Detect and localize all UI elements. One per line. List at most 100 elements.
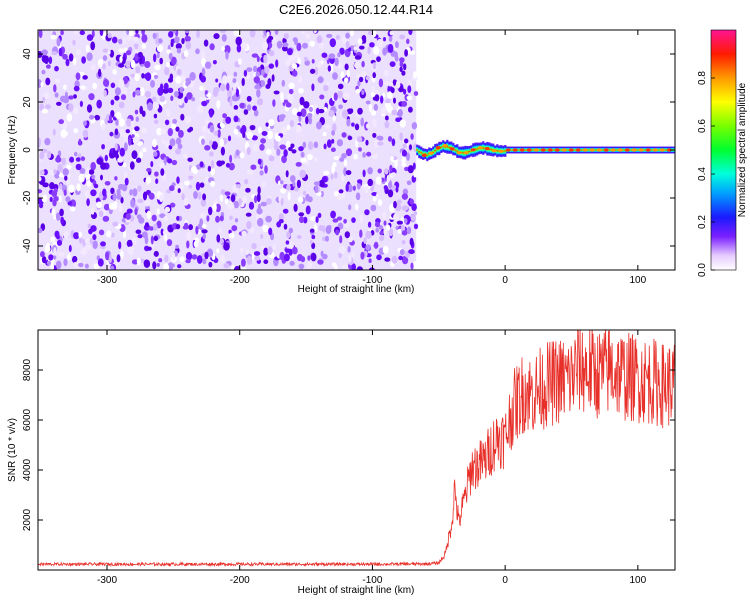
noise-blob	[78, 262, 84, 268]
noise-blob	[97, 58, 104, 68]
noise-blob	[333, 191, 339, 197]
noise-blob	[233, 200, 240, 209]
noise-blob	[221, 34, 227, 42]
noise-blob	[213, 33, 220, 40]
noise-blob	[186, 240, 190, 249]
tone-peak	[659, 148, 665, 152]
noise-blob	[243, 69, 248, 77]
noise-blob	[145, 176, 152, 184]
noise-blob	[40, 251, 45, 258]
noise-blob	[307, 255, 311, 261]
noise-blob	[147, 246, 152, 251]
noise-blob	[83, 120, 87, 126]
noise-blob	[141, 34, 148, 43]
noise-blob	[393, 97, 396, 104]
noise-blob	[86, 198, 90, 207]
noise-blob	[68, 53, 74, 62]
noise-blob	[185, 251, 193, 261]
noise-blob	[357, 38, 363, 45]
tone-peak	[470, 148, 476, 152]
noise-blob	[295, 124, 302, 133]
tone-peak	[442, 144, 448, 148]
tone-peak	[491, 149, 497, 153]
noise-blob	[298, 212, 305, 217]
noise-blob	[156, 127, 162, 136]
noise-blob	[413, 223, 419, 230]
noise-blob	[110, 265, 115, 270]
noise-blob	[120, 129, 125, 137]
noise-blob	[384, 257, 391, 262]
noise-blob	[184, 180, 190, 186]
noise-blob	[89, 114, 95, 120]
noise-blob	[58, 252, 65, 257]
noise-blob	[244, 178, 249, 185]
noise-blob	[346, 69, 350, 78]
noise-blob	[82, 129, 89, 138]
noise-blob	[386, 224, 391, 231]
noise-blob	[114, 128, 119, 136]
noise-blob	[213, 199, 218, 205]
tone-segment	[664, 146, 667, 154]
noise-blob	[391, 255, 398, 264]
noise-blob	[233, 30, 238, 36]
noise-blob	[79, 30, 86, 36]
noise-blob	[345, 170, 352, 176]
noise-blob	[145, 222, 149, 228]
noise-blob	[348, 204, 352, 211]
noise-blob	[107, 50, 111, 55]
noise-blob	[146, 168, 152, 172]
noise-blob	[164, 206, 171, 213]
noise-blob	[404, 166, 410, 172]
noise-blob	[241, 77, 245, 87]
noise-blob	[313, 181, 321, 186]
tone-segment	[630, 146, 633, 154]
noise-blob	[208, 206, 213, 216]
noise-blob	[108, 202, 115, 210]
noise-blob	[292, 181, 296, 187]
noise-blob	[256, 193, 261, 203]
noise-blob	[42, 182, 49, 188]
tone-segment	[482, 141, 485, 155]
noise-blob	[142, 231, 148, 239]
noise-blob	[128, 137, 132, 146]
noise-blob	[397, 109, 403, 118]
noise-blob	[322, 225, 326, 234]
noise-blob	[171, 159, 178, 166]
noise-blob	[134, 73, 140, 82]
noise-blob	[309, 40, 316, 47]
noise-blob	[228, 232, 235, 239]
noise-blob	[254, 195, 258, 204]
noise-blob	[93, 263, 100, 270]
noise-blob	[384, 168, 389, 175]
tone-segment	[538, 146, 541, 154]
noise-blob	[240, 127, 244, 134]
noise-blob	[151, 214, 157, 222]
tone-segment	[468, 146, 471, 158]
noise-blob	[189, 71, 196, 81]
noise-blob	[210, 167, 215, 176]
noise-blob	[60, 30, 64, 36]
noise-blob	[38, 176, 42, 182]
noise-blob	[367, 46, 371, 55]
noise-blob	[112, 69, 117, 75]
noise-blob	[245, 74, 250, 79]
noise-blob	[100, 241, 106, 247]
noise-blob	[115, 119, 119, 126]
noise-blob	[259, 214, 264, 219]
noise-blob	[153, 250, 159, 257]
noise-blob	[107, 60, 112, 67]
tone-segment	[416, 144, 419, 156]
noise-blob	[174, 91, 179, 98]
noise-blob	[305, 193, 310, 202]
noise-blob	[399, 119, 406, 128]
noise-blob	[166, 61, 171, 68]
noise-blob	[177, 143, 183, 150]
noise-blob	[272, 99, 276, 107]
tone-segment	[580, 146, 583, 154]
noise-blob	[407, 226, 412, 235]
noise-blob	[317, 76, 324, 84]
noise-blob	[118, 101, 125, 109]
noise-blob	[339, 235, 343, 244]
noise-blob	[305, 116, 309, 125]
noise-blob	[308, 106, 313, 112]
